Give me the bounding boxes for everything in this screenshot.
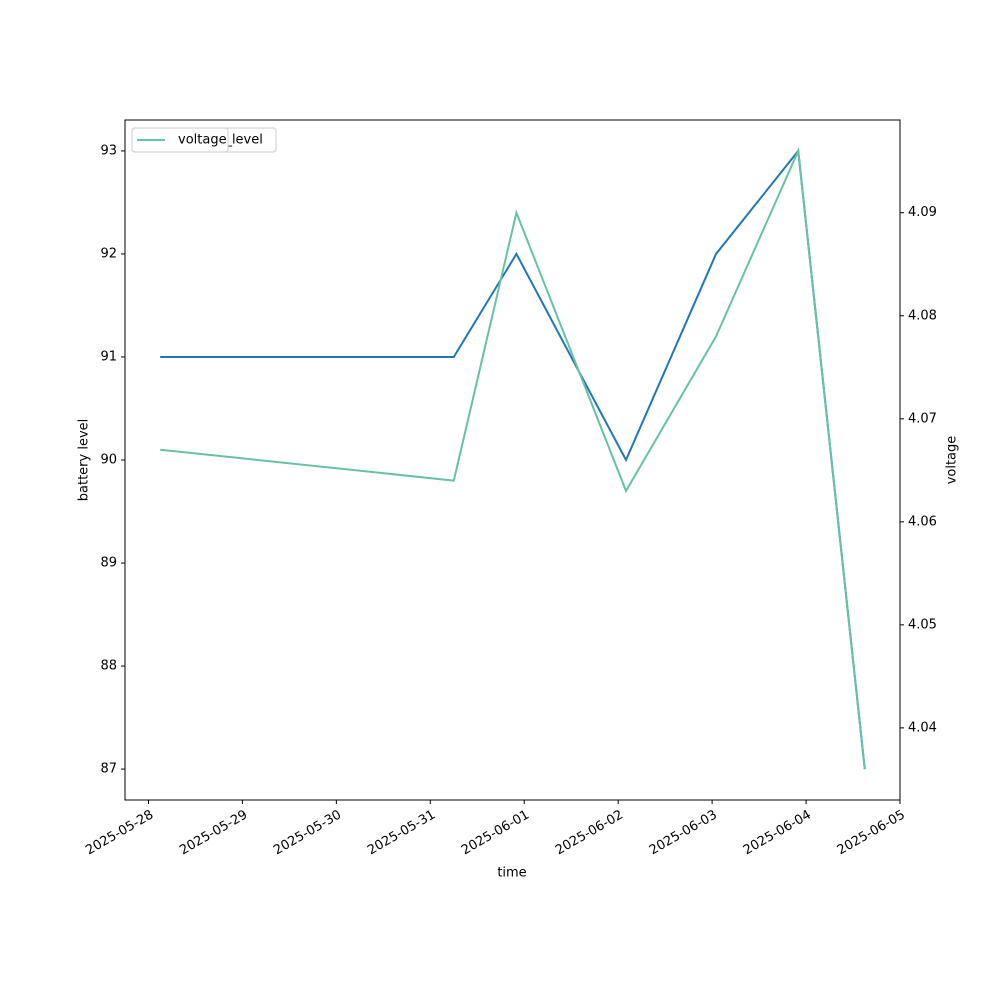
y2-tick-label: 4.09 (908, 205, 937, 220)
y-tick-label: 89 (100, 556, 117, 571)
x-axis-label: time (497, 866, 526, 881)
y-tick-label: 88 (100, 659, 117, 674)
y-axis-label: battery level (77, 419, 92, 502)
plot-frame (124, 119, 901, 801)
legend: voltage (131, 127, 229, 153)
legend-label: voltage (178, 133, 227, 148)
y2-tick-label: 4.08 (908, 308, 937, 323)
y-tick-label: 87 (100, 762, 117, 777)
y-tick-label: 91 (100, 349, 117, 364)
y2-axis-label: voltage (945, 436, 960, 485)
y-tick-label: 92 (100, 246, 117, 261)
y2-tick-label: 4.05 (908, 617, 937, 632)
legend-box (131, 127, 229, 153)
y2-tick-label: 4.07 (908, 411, 937, 426)
y2-tick-label: 4.04 (908, 720, 937, 735)
line-series (160, 147, 866, 770)
y-tick-label: 93 (100, 143, 117, 158)
y2-tick-label: 4.06 (908, 514, 937, 529)
y-tick-label: 90 (100, 453, 117, 468)
